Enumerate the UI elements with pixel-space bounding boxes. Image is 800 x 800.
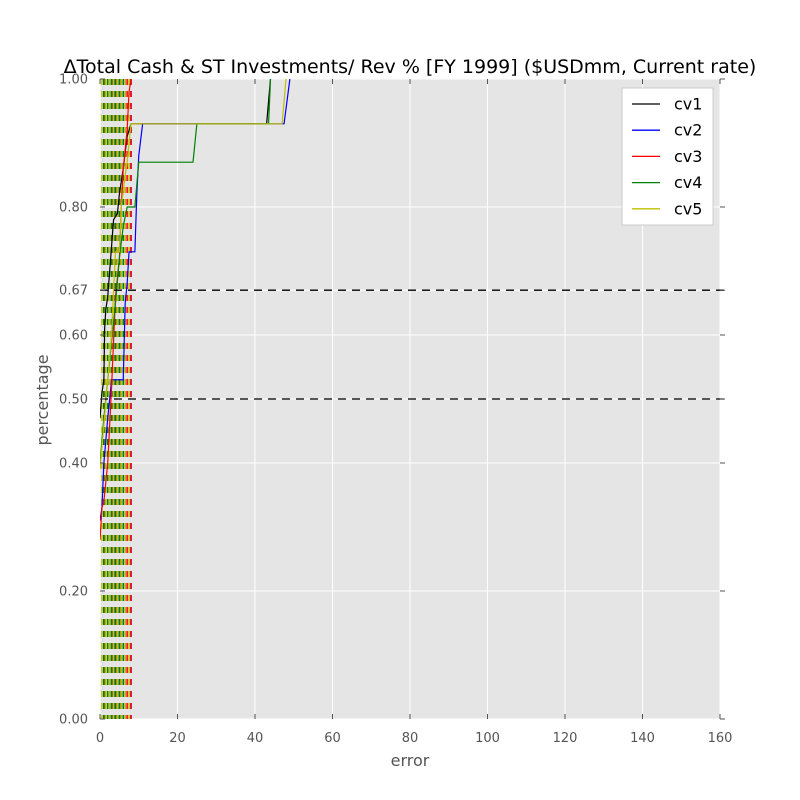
- series-lines: [100, 78, 291, 540]
- legend: cv1 cv2 cv3 cv4 cv5: [621, 87, 714, 226]
- x-tick-label: 0: [96, 731, 104, 746]
- series-vlines: [101, 79, 132, 719]
- legend-label-cv5: cv5: [674, 199, 702, 218]
- y-tick-label: 0.60: [59, 329, 88, 344]
- series-line-cv3: [100, 78, 132, 540]
- legend-label-cv4: cv4: [674, 173, 702, 192]
- x-tick-label: 140: [630, 731, 655, 746]
- x-axis-title: error: [391, 751, 430, 770]
- x-tick-label: 60: [324, 731, 341, 746]
- legend-label-cv3: cv3: [674, 147, 702, 166]
- y-tick-label: 0.67: [59, 284, 88, 299]
- x-tick-label: 20: [169, 731, 186, 746]
- y-tick-label: 0.50: [59, 393, 88, 408]
- y-axis-title: percentage: [33, 354, 52, 445]
- x-tick-label: 80: [402, 731, 419, 746]
- x-tick-label: 40: [247, 731, 264, 746]
- series-line-cv1: [100, 78, 272, 419]
- x-tick-label: 100: [475, 731, 500, 746]
- y-tick-label: 0.80: [59, 201, 88, 216]
- chart-title: ΔTotal Cash & ST Investments/ Rev % [FY …: [64, 56, 757, 78]
- legend-label-cv1: cv1: [674, 95, 702, 114]
- series-line-cv5: [100, 78, 287, 470]
- legend-label-cv2: cv2: [674, 121, 702, 140]
- x-tick-label: 120: [553, 731, 578, 746]
- y-tick-label: 0.20: [59, 585, 88, 600]
- y-tick-label: 0.40: [59, 457, 88, 472]
- y-tick-label: 1.00: [59, 73, 88, 88]
- ticks: 0 20 40 60 80 100 120 140 160 0.00 0.20 0.40 0.50 0.6…: [59, 73, 732, 747]
- series-line-cv2: [100, 78, 291, 521]
- x-tick-label: 160: [708, 731, 733, 746]
- y-tick-label: 0.00: [59, 713, 88, 728]
